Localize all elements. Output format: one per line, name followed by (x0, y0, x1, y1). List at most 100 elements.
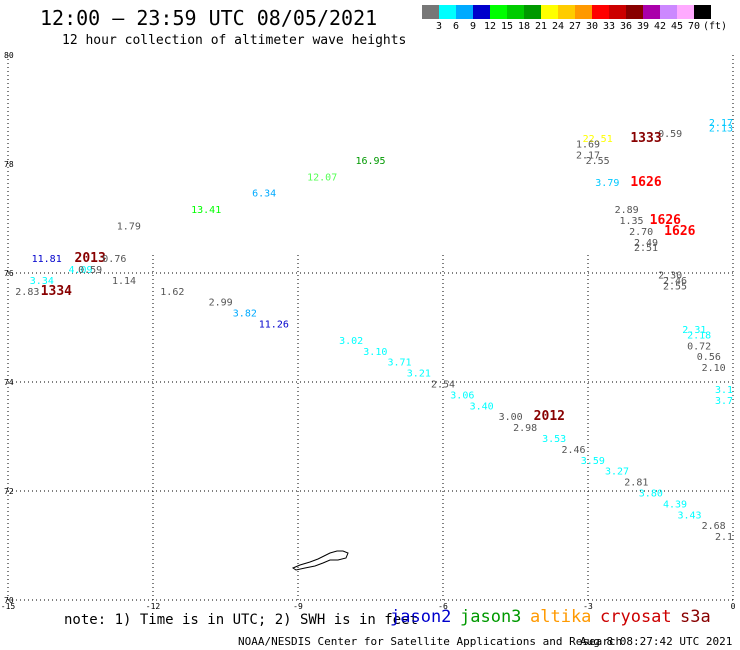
colorbar-tick-label: 33 (602, 21, 616, 32)
colorbar-tick-label: 15 (500, 21, 514, 32)
colorbar-swatch (422, 5, 439, 19)
y-tick-label: 72 (4, 487, 14, 496)
wave-height-label: 2.31 (682, 325, 706, 336)
colorbar-swatch (456, 5, 473, 19)
y-tick-label: 70 (4, 596, 14, 605)
colorbar-swatch (558, 5, 575, 19)
wave-height-label: 1.35 (619, 216, 643, 227)
wave-height-label: 3.06 (450, 390, 474, 401)
wave-height-label: 2.30 (658, 270, 682, 281)
generated-timestamp: Aug 8 08:27:42 UTC 2021 (580, 635, 733, 648)
wave-height-label: 2.98 (513, 423, 537, 434)
credit-text: NOAA/NESDIS Center for Satellite Applica… (238, 635, 623, 648)
wave-height-label: 2.68 (702, 521, 726, 532)
wave-height-label: 3.27 (605, 467, 629, 478)
colorbar-tick-label: 6 (452, 21, 460, 32)
wave-height-label: 0.59 (78, 265, 102, 276)
colorbar (422, 5, 711, 19)
wave-height-label: 3.1 (715, 385, 733, 396)
colorbar-tick-label: 45 (670, 21, 684, 32)
colorbar-tick-label: 12 (483, 21, 497, 32)
wave-height-label: 2.54 (431, 379, 455, 390)
wave-height-label: 0.59 (658, 129, 682, 140)
colorbar-tick-label: 30 (585, 21, 599, 32)
colorbar-swatch (439, 5, 456, 19)
wave-height-label: 2.49 (634, 238, 658, 249)
legend-cryosat: cryosat (600, 607, 672, 627)
observation-time-label: 1626 (664, 224, 695, 239)
wave-height-label: 11.26 (259, 320, 289, 331)
wave-height-label: 2.51 (634, 243, 658, 254)
x-tick-label: -15 (1, 602, 16, 611)
wave-height-label: 2.83 (15, 287, 39, 298)
wave-height-label: 2.17 (576, 151, 600, 162)
legend-altika: altika (530, 607, 592, 627)
colorbar-swatch (609, 5, 626, 19)
wave-height-label: 11.81 (32, 254, 62, 265)
wave-height-label: 3.10 (363, 347, 387, 358)
wave-height-label: 3.59 (581, 456, 605, 467)
wave-height-label: 3.7 (715, 396, 733, 407)
wave-height-label: 1.69 (576, 140, 600, 151)
wave-height-label: 3.34 (30, 276, 54, 287)
wave-height-label: 3.40 (470, 401, 494, 412)
observation-time-label: 1626 (630, 175, 661, 190)
wave-height-label: 4.39 (663, 499, 687, 510)
colorbar-swatch (524, 5, 541, 19)
wave-height-label: 3.00 (499, 412, 523, 423)
wave-height-label: 2.89 (615, 205, 639, 216)
colorbar-swatch (677, 5, 694, 19)
wave-height-label: 3.02 (339, 336, 363, 347)
wave-height-label: 3.53 (542, 434, 566, 445)
wave-height-label: 16.95 (355, 156, 385, 167)
wave-height-label: 1.79 (117, 221, 141, 232)
wave-height-label: 2.10 (702, 363, 726, 374)
wave-height-label: 1.62 (160, 287, 184, 298)
wave-height-label: 0.56 (697, 352, 721, 363)
wave-height-label: 13.41 (191, 205, 221, 216)
colorbar-unit: (ft) (703, 21, 728, 32)
wave-height-label: 2.1 (715, 532, 733, 543)
wave-height-label: 2.46 (561, 445, 585, 456)
wave-height-label: 2.55 (663, 281, 687, 292)
colorbar-tick-label: 24 (551, 21, 565, 32)
colorbar-tick-label: 3 (435, 21, 443, 32)
wave-height-label: 0.76 (102, 254, 126, 265)
y-tick-label: 76 (4, 269, 14, 278)
wave-height-label: 2.99 (209, 298, 233, 309)
wave-height-label: 2.18 (687, 330, 711, 341)
colorbar-swatch (541, 5, 558, 19)
wave-height-label: 3.71 (387, 358, 411, 369)
x-tick-label: 0 (731, 602, 736, 611)
wave-height-label: 3.80 (639, 488, 663, 499)
wave-height-label: 3.82 (233, 309, 257, 320)
wave-height-label: 22.51 (583, 134, 613, 145)
wave-height-label: 2.46 (663, 276, 687, 287)
colorbar-swatch (626, 5, 643, 19)
map-title: 12:00 — 23:59 UTC 08/05/2021 (40, 6, 378, 30)
x-tick-label: -3 (583, 602, 593, 611)
wave-height-label: 1.14 (112, 276, 136, 287)
observation-time-label: 1333 (630, 131, 661, 146)
x-tick-label: -9 (293, 602, 303, 611)
colorbar-swatch (507, 5, 524, 19)
observation-time-label: 1626 (650, 213, 681, 228)
axis-labels: 80 78 76 74 72 70-15 -12 -9 -6 -3 0 (1, 51, 736, 611)
colorbar-tick-label: 42 (653, 21, 667, 32)
observation-time-label: 1334 (41, 284, 72, 299)
colorbar-swatch (473, 5, 490, 19)
colorbar-tick-label: 36 (619, 21, 633, 32)
footer-note: note: 1) Time is in UTC; 2) SWH is in fe… (64, 612, 419, 628)
wave-height-label: 3.21 (407, 369, 431, 380)
wave-height-label: 2.55 (586, 156, 610, 167)
wave-height-label: 6.34 (252, 189, 276, 200)
graticule (7, 55, 734, 601)
legend-jason2: jason2 (390, 607, 452, 627)
wave-height-label: 2.13 (709, 123, 733, 134)
wave-height-label: 2.81 (624, 478, 648, 489)
colorbar-labels: 3 6 9 12 15 18 21 24 27 30 33 36 39 42 45 70 (ft) (422, 21, 740, 35)
wave-height-label: 12.07 (307, 172, 337, 183)
colorbar-swatch (694, 5, 711, 19)
